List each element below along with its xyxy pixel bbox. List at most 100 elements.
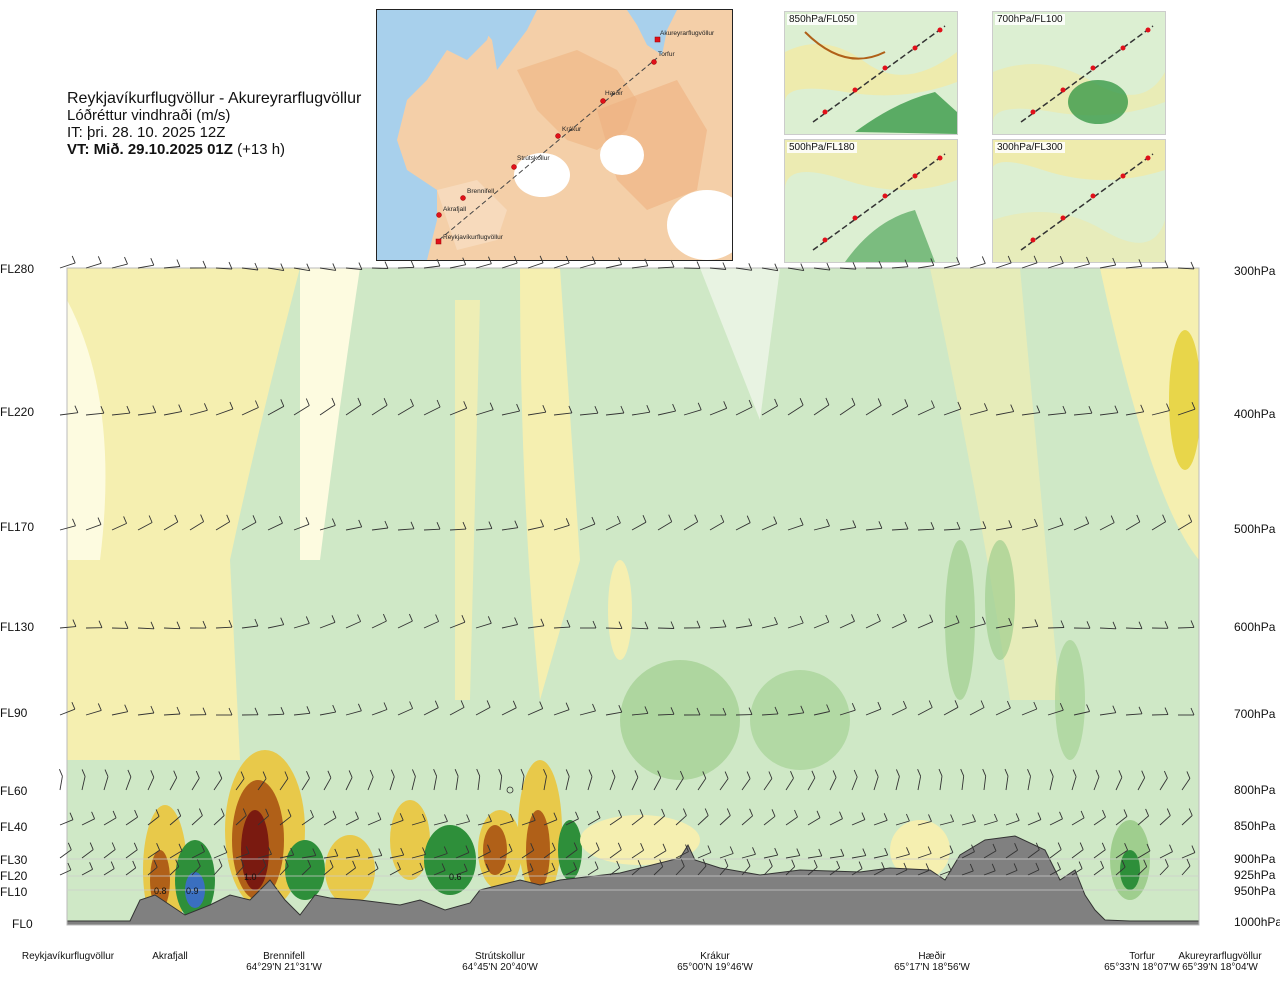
wind-barb-feather bbox=[178, 843, 183, 851]
wind-barb-feather bbox=[906, 847, 910, 855]
location-label: Brennifell 64°29'N 21°31'W bbox=[246, 951, 322, 973]
wind-barb-feather bbox=[927, 846, 932, 854]
wind-barb-feather bbox=[1015, 813, 1020, 821]
wind-barb-feather bbox=[100, 406, 105, 414]
wind-barb-staff bbox=[787, 524, 804, 531]
wind-barb-feather bbox=[1033, 701, 1038, 710]
wind-barb-feather bbox=[1143, 859, 1148, 867]
wind-barb-feather bbox=[331, 615, 336, 623]
wind-barb-feather bbox=[862, 848, 867, 856]
wind-barb-staff bbox=[969, 262, 986, 269]
contour-label: 0.8 bbox=[154, 886, 167, 896]
wind-barb-feather bbox=[644, 706, 649, 714]
level-map-500[interactable]: 500hPa/FL180 bbox=[784, 139, 958, 263]
wind-barb-staff bbox=[697, 865, 707, 876]
wind-barb-staff bbox=[1047, 627, 1065, 629]
wind-barb-feather bbox=[1086, 704, 1091, 712]
wind-barb-staff bbox=[477, 870, 490, 876]
wind-barb-feather bbox=[618, 621, 623, 629]
wind-barb-feather bbox=[280, 263, 285, 271]
wind-barb-feather bbox=[97, 256, 102, 264]
wind-barb-feather bbox=[707, 845, 712, 853]
wind-barb-staff bbox=[477, 851, 491, 859]
wind-barb-feather bbox=[616, 515, 621, 524]
wind-barb-feather bbox=[1146, 843, 1151, 852]
wind-barb-staff bbox=[499, 776, 503, 791]
wind-barb-staff bbox=[587, 776, 593, 791]
wind-barb-staff bbox=[865, 708, 882, 716]
wind-barb-staff bbox=[631, 521, 647, 531]
wind-barb-staff bbox=[609, 867, 620, 876]
pressure-label: 800hPa bbox=[1234, 783, 1276, 797]
wind-barb-staff bbox=[213, 865, 223, 876]
wind-barb-staff bbox=[785, 866, 796, 876]
wind-barb-feather bbox=[861, 812, 866, 820]
fl-label: FL40 bbox=[0, 820, 28, 834]
wind-barb-feather bbox=[1034, 619, 1039, 627]
wind-barb-staff bbox=[279, 815, 292, 826]
wind-barb-feather bbox=[202, 620, 207, 629]
wind-barb-staff bbox=[389, 819, 404, 826]
wind-barb-staff bbox=[301, 855, 316, 859]
wind-barb-staff bbox=[1005, 819, 1020, 826]
wind-barb-feather bbox=[1112, 705, 1117, 713]
wind-barb-staff bbox=[137, 627, 155, 630]
wind-barb-staff bbox=[839, 709, 856, 716]
wind-barb-staff bbox=[675, 851, 689, 859]
wind-barb-staff bbox=[235, 865, 245, 876]
wind-barb-feather bbox=[411, 769, 416, 777]
wind-barb-staff bbox=[631, 816, 644, 826]
wind-barb-feather bbox=[410, 521, 415, 529]
wind-barb-feather bbox=[280, 617, 285, 625]
wind-barb-feather bbox=[198, 808, 203, 816]
wind-barb-feather bbox=[498, 768, 503, 777]
wind-barb-feather bbox=[565, 255, 570, 264]
wind-barb-feather bbox=[1057, 842, 1062, 850]
wind-barb-feather bbox=[112, 810, 117, 819]
wind-barb-feather bbox=[1140, 404, 1145, 412]
wind-barb-staff bbox=[137, 264, 154, 269]
wind-barb-feather bbox=[1138, 706, 1143, 714]
wind-barb-feather bbox=[991, 863, 996, 871]
wind-barb-staff bbox=[1073, 711, 1090, 716]
wind-barb-feather bbox=[620, 405, 625, 414]
wind-barb-staff bbox=[1021, 412, 1040, 416]
location-coord: 65°39'N 18°04'W bbox=[1182, 962, 1258, 973]
wind-barb-staff bbox=[433, 853, 448, 859]
wind-barb-staff bbox=[813, 711, 830, 716]
wind-barb-feather bbox=[200, 514, 205, 522]
location-coord: 65°00'N 19°46'W bbox=[677, 962, 753, 973]
wind-barb-feather bbox=[156, 843, 161, 851]
wind-barb-staff bbox=[1005, 869, 1018, 876]
valid-time-offset: (+13 h) bbox=[237, 141, 286, 158]
wind-barb-staff bbox=[785, 816, 798, 826]
wind-barb-feather bbox=[565, 702, 570, 710]
pressure-label: 850hPa bbox=[1234, 819, 1276, 833]
contour-label: 0.9 bbox=[186, 886, 199, 896]
wind-barb-feather bbox=[348, 770, 353, 778]
wind-barb-staff bbox=[763, 854, 778, 859]
level-map-300[interactable]: 300hPa/FL300 bbox=[992, 139, 1166, 263]
wind-barb-feather bbox=[529, 863, 534, 871]
wind-barb-feather bbox=[768, 771, 773, 779]
wind-barb-feather bbox=[679, 770, 684, 779]
wind-barb-feather bbox=[1010, 404, 1015, 412]
wind-barb-feather bbox=[928, 814, 932, 822]
pressure-label: 950hPa bbox=[1234, 884, 1276, 898]
wind-barb-feather bbox=[722, 619, 727, 627]
wind-barb-feather bbox=[748, 399, 753, 408]
wind-barb-feather bbox=[1188, 808, 1193, 816]
wind-barb-feather bbox=[799, 615, 804, 624]
level-map-850[interactable]: 850hPa/FL050 bbox=[784, 11, 958, 135]
wind-barb-staff bbox=[397, 620, 413, 629]
location-name: Akureyrarflugvöllur bbox=[1178, 951, 1262, 962]
wind-barb-feather bbox=[791, 859, 796, 867]
wind-barb-staff bbox=[345, 867, 356, 876]
wind-barb-staff bbox=[813, 621, 829, 629]
wind-barb-staff bbox=[709, 521, 725, 531]
level-map-700[interactable]: 700hPa/FL100 bbox=[992, 11, 1166, 135]
map-label-strutskollur: Strútskollur bbox=[517, 155, 550, 162]
wind-barb-staff bbox=[697, 852, 712, 859]
wind-barb-staff bbox=[1027, 849, 1040, 859]
wind-barb-staff bbox=[763, 865, 773, 876]
